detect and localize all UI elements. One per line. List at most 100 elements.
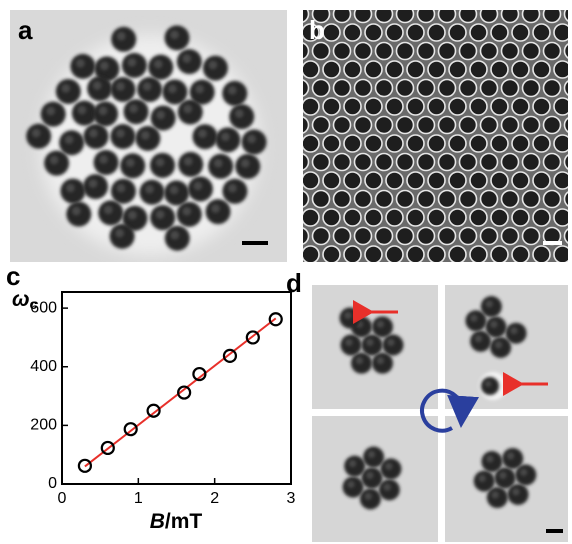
particle xyxy=(418,191,435,208)
particle-highlight xyxy=(365,493,372,500)
particle xyxy=(502,117,519,134)
particle xyxy=(512,246,529,263)
particle xyxy=(512,98,529,115)
particle xyxy=(355,6,372,23)
particle xyxy=(512,135,529,152)
panel-label: b xyxy=(309,15,325,45)
particle-highlight xyxy=(61,84,70,93)
particle xyxy=(323,98,340,115)
particle xyxy=(428,98,445,115)
particle xyxy=(365,61,382,78)
particle xyxy=(428,172,445,189)
particle xyxy=(407,172,424,189)
particle xyxy=(397,154,414,171)
particle xyxy=(428,61,445,78)
particle xyxy=(449,172,466,189)
particle xyxy=(334,228,351,245)
particle-highlight xyxy=(184,157,193,166)
particle xyxy=(502,43,519,60)
particle xyxy=(449,209,466,226)
particle xyxy=(376,154,393,171)
particle-highlight xyxy=(117,184,126,193)
particle xyxy=(502,154,519,171)
particle xyxy=(302,135,319,152)
particle xyxy=(355,80,372,97)
particle-highlight xyxy=(65,135,74,144)
particle-highlight xyxy=(170,30,179,39)
particle xyxy=(439,43,456,60)
particle xyxy=(334,43,351,60)
panel-label: a xyxy=(18,15,33,45)
particle-highlight xyxy=(117,32,126,41)
particle xyxy=(365,24,382,41)
x-axis-label-unit: /mT xyxy=(165,510,203,533)
particle-highlight xyxy=(72,207,81,216)
particle xyxy=(512,209,529,226)
particle xyxy=(512,61,529,78)
micrographs-d xyxy=(312,285,568,542)
particle xyxy=(439,228,456,245)
particle-highlight xyxy=(156,110,165,119)
y-axis-label: ωc xyxy=(12,288,38,312)
particle xyxy=(544,80,561,97)
particle-highlight xyxy=(99,106,108,115)
particle xyxy=(460,80,477,97)
particle xyxy=(544,191,561,208)
x-tick-label: 0 xyxy=(58,490,67,507)
particle-highlight xyxy=(211,204,220,213)
particle-highlight xyxy=(78,106,87,115)
particle xyxy=(554,209,571,226)
particle xyxy=(491,61,508,78)
particle xyxy=(565,265,572,282)
particle xyxy=(533,172,550,189)
particle xyxy=(386,24,403,41)
particle-highlight xyxy=(182,207,191,216)
particle xyxy=(491,135,508,152)
particle xyxy=(418,228,435,245)
particle xyxy=(439,191,456,208)
particle-highlight xyxy=(510,327,517,334)
particle-highlight xyxy=(387,339,394,346)
particle-highlight xyxy=(377,357,384,364)
particle-highlight xyxy=(384,484,391,491)
particle xyxy=(470,61,487,78)
y-tick-label: 400 xyxy=(30,358,57,375)
particle-highlight xyxy=(116,82,125,91)
particle-highlight xyxy=(143,82,152,91)
x-tick-label: 3 xyxy=(287,490,296,507)
x-axis-label: B/mT xyxy=(150,510,203,533)
particle xyxy=(386,98,403,115)
particle-highlight xyxy=(89,179,98,188)
particle xyxy=(439,80,456,97)
particle xyxy=(533,61,550,78)
particle-highlight xyxy=(50,156,59,165)
particle xyxy=(365,135,382,152)
particle xyxy=(481,6,498,23)
particle xyxy=(544,154,561,171)
particle-highlight xyxy=(344,312,351,319)
particle xyxy=(292,6,309,23)
particle xyxy=(376,6,393,23)
particle xyxy=(523,191,540,208)
particle-highlight xyxy=(228,86,237,95)
figure: a b c d 01230200400600B/mTωc xyxy=(0,0,572,544)
particle xyxy=(313,43,330,60)
particle xyxy=(502,228,519,245)
particle xyxy=(344,209,361,226)
particle xyxy=(386,246,403,263)
particle xyxy=(554,24,571,41)
particle xyxy=(491,246,508,263)
particle xyxy=(418,80,435,97)
particle-highlight xyxy=(366,339,373,346)
particle xyxy=(460,265,477,282)
x-tick-label: 1 xyxy=(134,490,143,507)
particle xyxy=(334,6,351,23)
particle-highlight xyxy=(170,186,179,195)
particle xyxy=(407,209,424,226)
particle xyxy=(386,135,403,152)
particle xyxy=(302,246,319,263)
particle-highlight xyxy=(499,472,506,479)
particle xyxy=(512,172,529,189)
particle xyxy=(544,117,561,134)
particle xyxy=(470,246,487,263)
